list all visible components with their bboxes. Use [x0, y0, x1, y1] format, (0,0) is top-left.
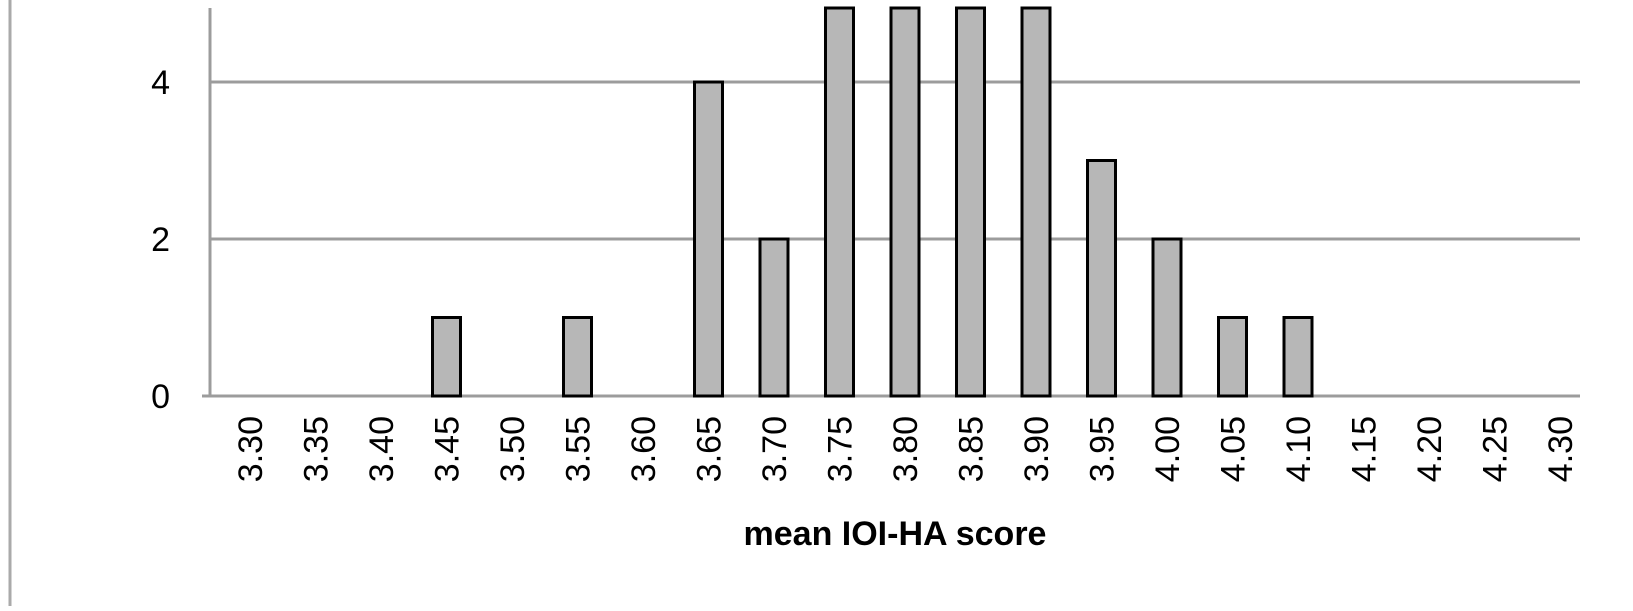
x-tick-labels: 3.30 3.35 3.40 3.45 3.50 3.55 3.60 3.65 3.70 3.75…: [232, 416, 1580, 482]
x-tick-label: 3.85: [953, 416, 991, 482]
y-tick-labels: 0 2 4: [151, 64, 170, 416]
x-tick-label: 4.10: [1280, 416, 1318, 482]
bar-3.85: [955, 6, 986, 398]
bar-3.95: [1086, 159, 1117, 398]
x-axis-title: mean IOI-HA score: [744, 515, 1047, 553]
x-tick-label: 4.20: [1411, 416, 1449, 482]
x-tick-label: 3.30: [232, 416, 270, 482]
bar-4.00: [1151, 237, 1183, 398]
x-tick-label: 4.05: [1215, 416, 1253, 482]
x-tick-label: 3.80: [887, 416, 925, 482]
bar-3.55: [562, 316, 593, 398]
x-tick-label: 4.30: [1542, 416, 1580, 482]
x-tick-label: 3.75: [822, 416, 860, 482]
x-tick-label: 4.15: [1346, 416, 1384, 482]
x-tick-label: 3.40: [363, 416, 401, 482]
y-tick-label: 2: [151, 221, 170, 259]
x-tick-label: 3.90: [1018, 416, 1056, 482]
bar-3.65: [693, 80, 724, 398]
bar-4.10: [1282, 316, 1314, 398]
bar-3.45: [431, 316, 462, 398]
y-tick-label: 4: [151, 64, 170, 102]
x-tick-label: 3.55: [560, 416, 598, 482]
bar-4.05: [1217, 316, 1248, 398]
bars: [431, 6, 1314, 398]
bar-3.80: [889, 6, 921, 398]
bar-3.75: [824, 6, 855, 398]
y-tick-label: 0: [151, 378, 170, 416]
x-tick-label: 3.65: [691, 416, 729, 482]
x-tick-label: 3.35: [298, 416, 336, 482]
bar-3.90: [1020, 6, 1052, 398]
bar-3.70: [758, 237, 790, 398]
x-tick-label: 3.60: [625, 416, 663, 482]
x-tick-label: 3.70: [756, 416, 794, 482]
x-tick-label: 3.45: [429, 416, 467, 482]
x-tick-label: 3.50: [494, 416, 532, 482]
x-tick-label: 4.25: [1477, 416, 1515, 482]
x-tick-label: 3.95: [1084, 416, 1122, 482]
x-tick-label: 4.00: [1149, 416, 1187, 482]
